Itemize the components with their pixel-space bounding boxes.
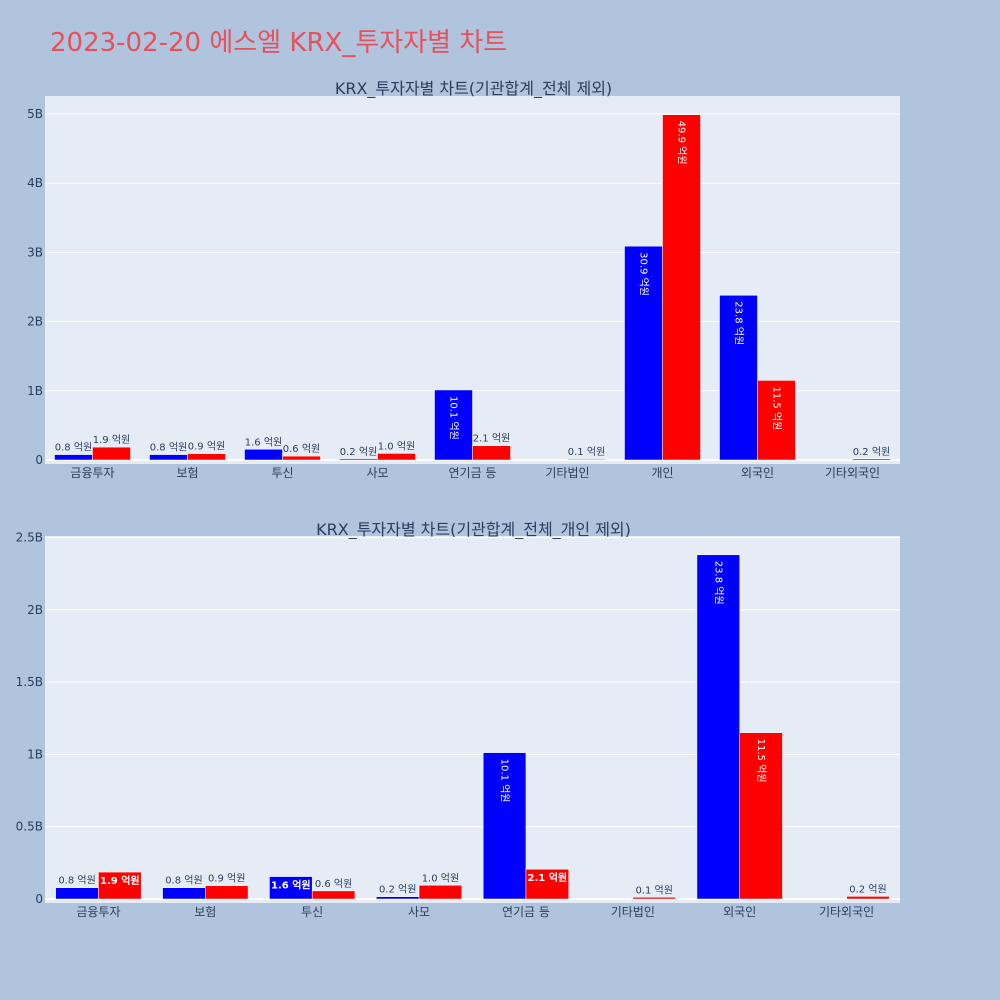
x-tick-label: 외국인 [723, 905, 756, 919]
y-tick-label: 4B [27, 176, 43, 190]
data-label: 0.8 억원 [58, 875, 95, 887]
data-label: 2.1 억원 [473, 433, 510, 445]
bar[interactable] [205, 885, 249, 900]
bar[interactable] [472, 445, 511, 461]
bar[interactable] [624, 245, 663, 461]
bar[interactable] [846, 896, 890, 900]
bar[interactable] [739, 732, 783, 900]
data-label: 1.6 억원 [271, 879, 311, 892]
bar[interactable] [376, 896, 420, 900]
bar[interactable] [482, 752, 527, 900]
data-label: 0.9 억원 [208, 873, 245, 885]
bar[interactable] [852, 458, 891, 461]
y-tick-label: 1B [27, 747, 43, 761]
y-tick-label: 1B [27, 384, 43, 398]
data-label: 0.2 억원 [340, 446, 377, 458]
y-tick-label: 2B [27, 603, 43, 617]
x-tick-label: 보험 [176, 466, 198, 480]
y-tick-label: 2.5B [16, 530, 43, 544]
data-label: 10.1 억원 [499, 759, 511, 803]
bar[interactable] [92, 446, 131, 461]
y-tick-label: 5B [27, 107, 43, 121]
y-tick-label: 0.5B [16, 820, 43, 834]
bar[interactable] [567, 458, 606, 461]
x-tick-label: 개인 [651, 466, 673, 480]
data-label: 49.9 억원 [676, 121, 688, 165]
x-tick-label: 외국인 [741, 466, 774, 480]
bar[interactable] [632, 897, 676, 900]
bar[interactable] [162, 887, 206, 900]
data-label: 30.9 억원 [638, 252, 650, 296]
bar[interactable] [187, 453, 226, 461]
x-tick-label: 사모 [366, 466, 388, 480]
bar[interactable] [244, 449, 283, 461]
chart-2: KRX_투자자별 차트(기관합계_전체_개인 제외) 0 0.5B 1B 1.5B 2B 2… [16, 520, 900, 919]
bar[interactable] [311, 890, 356, 900]
x-tick-label: 투신 [301, 905, 323, 919]
x-tick-label: 금융투자 [70, 466, 114, 480]
bar[interactable] [719, 295, 758, 461]
y-tick-label: 2B [27, 315, 43, 329]
data-label: 11.5 억원 [755, 739, 767, 783]
x-tick-label: 사모 [408, 905, 430, 919]
x-tick-label: 금융투자 [76, 905, 120, 919]
bar[interactable] [696, 554, 740, 900]
bar[interactable] [339, 458, 378, 461]
x-tick-label: 기타법인 [611, 905, 655, 919]
x-tick-label: 연기금 등 [502, 905, 550, 919]
data-label: 0.8 억원 [150, 442, 187, 454]
bar[interactable] [269, 876, 313, 900]
y-tick-label: 1.5B [16, 675, 43, 689]
bar[interactable] [54, 454, 93, 461]
data-label: 1.9 억원 [93, 434, 130, 446]
y-tick-label: 0 [35, 892, 43, 906]
x-tick-label: 기타법인 [545, 466, 589, 480]
data-label: 1.9 억원 [100, 874, 140, 887]
bar[interactable] [377, 453, 416, 461]
data-label: 11.5 억원 [771, 386, 783, 430]
x-tick-label: 기타외국인 [825, 466, 880, 480]
data-label: 0.1 억원 [568, 446, 605, 458]
bar[interactable] [55, 887, 99, 900]
x-tick-label: 연기금 등 [449, 466, 497, 480]
x-tick-label: 기타외국인 [819, 905, 874, 919]
data-label: 0.2 억원 [379, 884, 416, 896]
data-label: 0.8 억원 [55, 442, 92, 454]
bar[interactable] [282, 455, 321, 461]
bar[interactable] [149, 454, 188, 461]
data-label: 1.0 억원 [378, 440, 415, 452]
data-label: 0.2 억원 [849, 883, 886, 895]
data-label: 1.6 억원 [245, 436, 282, 448]
bar[interactable] [434, 389, 473, 461]
page-title: 2023-02-20 에스엘 KRX_투자자별 차트 [50, 28, 508, 58]
chart-title: KRX_투자자별 차트(기관합계_전체 제외) [335, 79, 612, 99]
data-label: 23.8 억원 [712, 561, 724, 605]
data-label: 0.8 억원 [165, 875, 202, 887]
data-label: 0.6 억원 [315, 878, 352, 890]
data-label: 0.6 억원 [283, 443, 320, 455]
y-tick-label: 0 [35, 453, 43, 467]
data-label: 2.1 억원 [528, 871, 568, 884]
data-label: 1.0 억원 [422, 872, 459, 884]
bar[interactable] [662, 114, 701, 461]
data-label: 0.9 억원 [188, 441, 225, 453]
x-tick-label: 보험 [194, 905, 216, 919]
data-label: 23.8 억원 [733, 301, 745, 345]
data-label: 0.2 억원 [853, 446, 890, 458]
x-tick-label: 투신 [271, 466, 293, 480]
data-label: 10.1 억원 [448, 396, 460, 440]
bar[interactable] [757, 380, 796, 461]
data-label: 0.1 억원 [635, 884, 672, 896]
bar[interactable] [418, 885, 463, 900]
chart-1: KRX_투자자별 차트(기관합계_전체 제외) 0 1B 2B 3B 4B 5B 금융투자 0.… [27, 79, 900, 480]
y-tick-label: 3B [27, 245, 43, 259]
chart-title: KRX_투자자별 차트(기관합계_전체_개인 제외) [316, 520, 631, 540]
bar[interactable] [98, 871, 142, 900]
bar[interactable] [525, 868, 569, 900]
